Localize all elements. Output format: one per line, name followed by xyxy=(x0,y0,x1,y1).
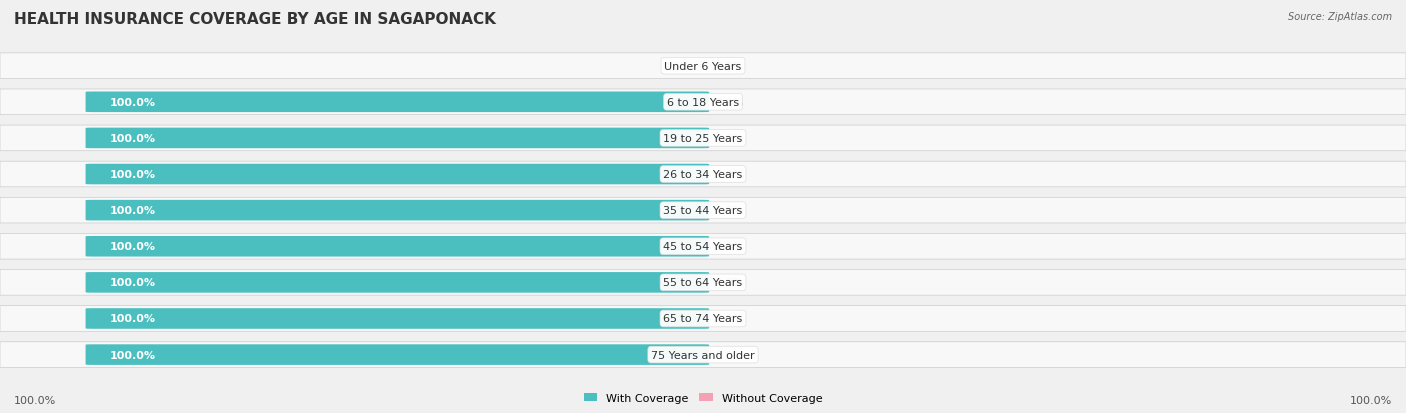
Text: 55 to 64 Years: 55 to 64 Years xyxy=(664,278,742,288)
Text: 0.0%: 0.0% xyxy=(716,62,744,71)
Text: 0.0%: 0.0% xyxy=(716,97,744,107)
Text: 100.0%: 100.0% xyxy=(14,395,56,405)
FancyBboxPatch shape xyxy=(86,309,709,329)
FancyBboxPatch shape xyxy=(86,236,709,257)
FancyBboxPatch shape xyxy=(0,342,1406,368)
Text: 19 to 25 Years: 19 to 25 Years xyxy=(664,133,742,144)
FancyBboxPatch shape xyxy=(0,162,1406,188)
Text: 100.0%: 100.0% xyxy=(110,170,156,180)
Text: 35 to 44 Years: 35 to 44 Years xyxy=(664,206,742,216)
Text: 100.0%: 100.0% xyxy=(110,278,156,288)
FancyBboxPatch shape xyxy=(86,273,709,293)
Text: 0.0%: 0.0% xyxy=(716,242,744,252)
Text: HEALTH INSURANCE COVERAGE BY AGE IN SAGAPONACK: HEALTH INSURANCE COVERAGE BY AGE IN SAGA… xyxy=(14,12,496,27)
Text: 100.0%: 100.0% xyxy=(110,97,156,107)
Text: 0.0%: 0.0% xyxy=(716,133,744,144)
Text: 75 Years and older: 75 Years and older xyxy=(651,350,755,360)
Text: 26 to 34 Years: 26 to 34 Years xyxy=(664,170,742,180)
FancyBboxPatch shape xyxy=(0,90,1406,115)
FancyBboxPatch shape xyxy=(86,164,709,185)
Text: 100.0%: 100.0% xyxy=(110,206,156,216)
Text: 100.0%: 100.0% xyxy=(1350,395,1392,405)
Text: 6 to 18 Years: 6 to 18 Years xyxy=(666,97,740,107)
Text: 0.0%: 0.0% xyxy=(716,350,744,360)
FancyBboxPatch shape xyxy=(0,270,1406,295)
Text: Source: ZipAtlas.com: Source: ZipAtlas.com xyxy=(1288,12,1392,22)
Text: 0.0%: 0.0% xyxy=(662,62,690,71)
FancyBboxPatch shape xyxy=(86,200,709,221)
FancyBboxPatch shape xyxy=(86,92,709,113)
FancyBboxPatch shape xyxy=(0,306,1406,332)
Legend: With Coverage, Without Coverage: With Coverage, Without Coverage xyxy=(579,389,827,408)
Text: 45 to 54 Years: 45 to 54 Years xyxy=(664,242,742,252)
FancyBboxPatch shape xyxy=(86,128,709,149)
Text: 100.0%: 100.0% xyxy=(110,314,156,324)
Text: 100.0%: 100.0% xyxy=(110,133,156,144)
Text: 100.0%: 100.0% xyxy=(110,242,156,252)
Text: 0.0%: 0.0% xyxy=(716,278,744,288)
FancyBboxPatch shape xyxy=(0,126,1406,151)
FancyBboxPatch shape xyxy=(0,234,1406,259)
FancyBboxPatch shape xyxy=(86,344,709,365)
Text: 100.0%: 100.0% xyxy=(110,350,156,360)
Text: 0.0%: 0.0% xyxy=(716,206,744,216)
Text: 65 to 74 Years: 65 to 74 Years xyxy=(664,314,742,324)
Text: 0.0%: 0.0% xyxy=(716,314,744,324)
Text: 0.0%: 0.0% xyxy=(716,170,744,180)
FancyBboxPatch shape xyxy=(0,198,1406,223)
FancyBboxPatch shape xyxy=(0,54,1406,79)
Text: Under 6 Years: Under 6 Years xyxy=(665,62,741,71)
